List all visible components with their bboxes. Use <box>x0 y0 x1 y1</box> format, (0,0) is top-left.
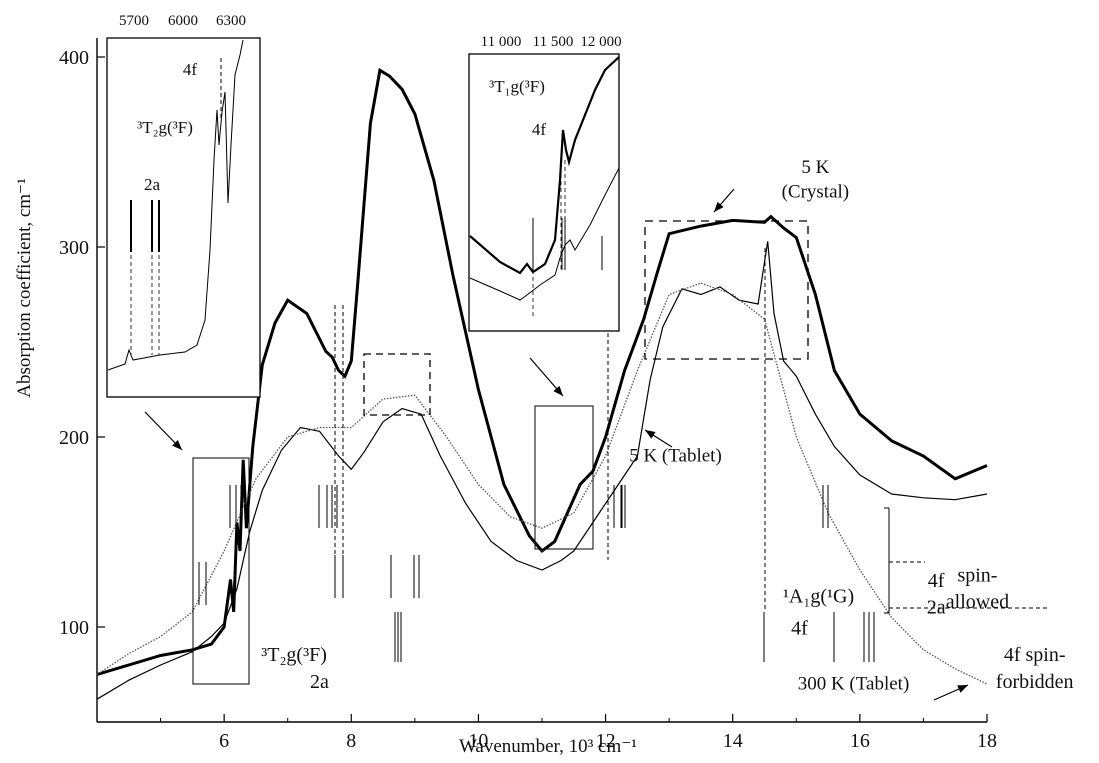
inset-left-arrow-head <box>172 440 182 450</box>
annotation-label: 4f spin- <box>1004 644 1066 666</box>
x-tick-label: 14 <box>723 730 743 752</box>
annotation-label: (Crystal) <box>782 182 850 203</box>
annotation-label: 300 K (Tablet) <box>798 674 910 695</box>
series-line-1 <box>96 241 988 700</box>
dashed-box-14000 <box>644 220 809 360</box>
annotation-label: 4f <box>928 570 945 592</box>
tablet-label-arrow-head <box>645 430 656 439</box>
x-tick-label: 12 <box>596 730 616 752</box>
annotation-label: allowed <box>946 591 1009 613</box>
x-tick-label: 10 <box>468 730 488 752</box>
inset-mid-label: 4f <box>532 120 547 139</box>
y-tick-label: 400 <box>59 47 89 69</box>
spin-forbidden-arrow-head <box>957 685 968 693</box>
inset-mid-curve-tablet <box>469 167 620 301</box>
inset-left-frame <box>106 37 261 398</box>
x-axis-label: Wavenumber, 10³ cm⁻¹ <box>459 736 637 757</box>
annotation-label: 5 K (Tablet) <box>629 446 722 467</box>
annotation-label: ³T₂g(³F) <box>261 644 327 666</box>
inset-mid-arrow-head <box>553 385 563 396</box>
annotation-label: forbidden <box>996 671 1074 693</box>
crystal-label-arrow-head <box>714 201 724 212</box>
inset-left-label: ³T₂g(³F) <box>137 118 193 137</box>
annotation-label: spin- <box>957 564 997 586</box>
inset-mid-tick-label: 11 500 <box>533 34 574 50</box>
inset-left-curve <box>107 39 244 371</box>
inset-mid-curve-crystal <box>469 56 620 275</box>
inset-left-tick-label: 6000 <box>168 13 198 29</box>
zoom-boxes <box>192 220 809 685</box>
annotations: 5 K (Crystal) 5 K (Tablet) 300 K (Tablet) ¹A… <box>144 157 1074 701</box>
inset-mid-tick-label: 11 000 <box>481 34 522 50</box>
y-tick-label: 200 <box>59 427 89 449</box>
series-layer <box>96 67 988 700</box>
dashed-box-8500 <box>363 353 431 416</box>
x-tick-label: 16 <box>850 730 870 752</box>
inset-left-label: 4f <box>183 60 198 79</box>
y-tick-label: 300 <box>59 237 89 259</box>
axes: 6 8 10 12 14 16 18 100 200 300 400 <box>59 38 997 752</box>
transition-markers <box>192 235 1050 662</box>
annotation-label: 5 K <box>801 157 829 178</box>
zoom-box-6000 <box>192 457 250 685</box>
zoom-box-11500 <box>534 405 594 550</box>
inset-left-tick-label: 6300 <box>216 13 246 29</box>
y-tick-label: 100 <box>59 617 89 639</box>
annotation-label: 2a <box>310 671 329 693</box>
inset-mid-label: ³T₁g(³F) <box>489 77 545 96</box>
inset-mid-tick-label: 12 000 <box>580 34 621 50</box>
annotation-label: ¹A₁g(¹G) <box>783 585 854 607</box>
insets: 5700 6000 6300 11 000 11 500 12 000 4f ³T₂g(³F)… <box>106 13 622 398</box>
annotation-label: 4f <box>791 618 808 640</box>
x-tick-label: 8 <box>346 730 356 752</box>
series-line-0 <box>96 67 988 676</box>
y-axis-label: Absorption coefficient, cm⁻¹ <box>14 178 35 398</box>
inset-mid-frame <box>468 53 620 332</box>
inset-left-label: 2a <box>144 175 161 194</box>
x-tick-label: 18 <box>977 730 997 752</box>
annotation-label: 2a <box>927 597 946 619</box>
series-line-2 <box>96 282 988 685</box>
x-tick-label: 6 <box>219 730 229 752</box>
inset-left-tick-label: 5700 <box>119 13 149 29</box>
